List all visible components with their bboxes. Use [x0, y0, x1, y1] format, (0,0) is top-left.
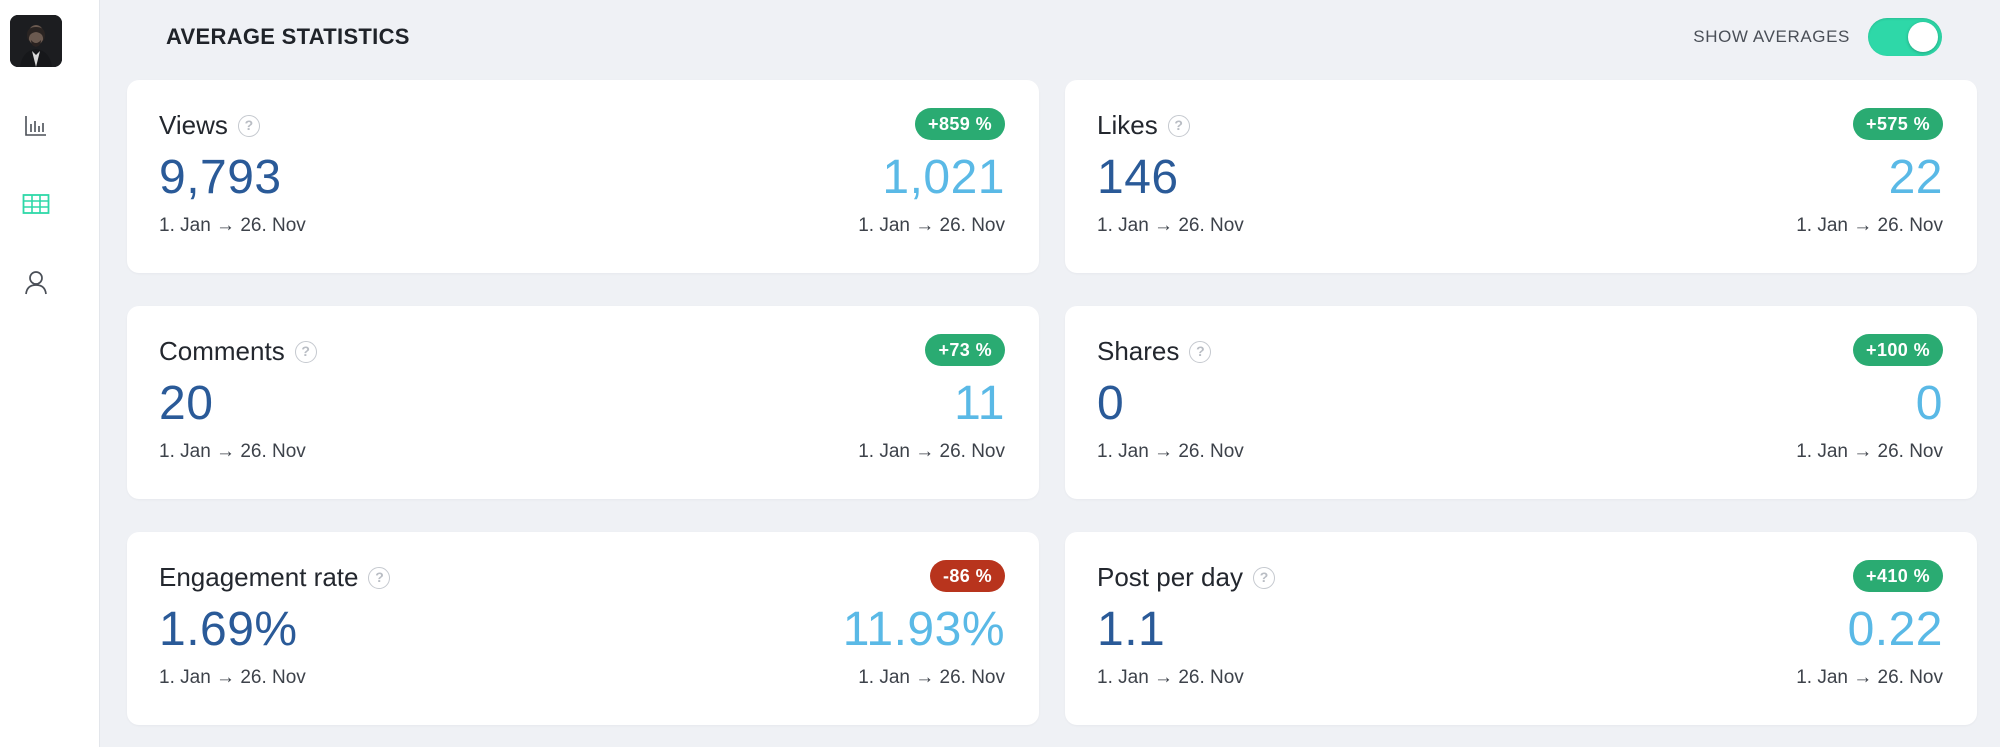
stat-card-likes: Likes ? +575 % 146 22 1. Jan → 26. Nov 1…	[1065, 80, 1977, 273]
date-range: 1. Jan → 26. Nov	[1097, 441, 1244, 462]
date-range: 1. Jan → 26. Nov	[1097, 215, 1244, 236]
change-badge: +100 %	[1853, 334, 1943, 366]
page-title: AVERAGE STATISTICS	[166, 24, 410, 49]
total-value: 9,793	[159, 151, 282, 204]
card-title-text: Engagement rate	[159, 562, 359, 592]
average-value: 22	[1888, 151, 1943, 204]
average-value: 0.22	[1847, 603, 1943, 656]
average-value: 11.93%	[842, 603, 1005, 656]
show-averages-label: SHOW AVERAGES	[1693, 27, 1850, 46]
card-title: Post per day ?	[1097, 562, 1275, 593]
total-value: 0	[1097, 377, 1125, 430]
change-badge: +410 %	[1853, 560, 1943, 592]
card-title-text: Likes	[1097, 110, 1158, 140]
avatar[interactable]	[10, 15, 62, 67]
help-icon[interactable]: ?	[294, 340, 317, 363]
stat-card-engagement-rate: Engagement rate ? -86 % 1.69% 11.93% 1. …	[127, 532, 1039, 725]
card-title-text: Views	[159, 110, 228, 140]
change-badge: +575 %	[1853, 108, 1943, 140]
main-content: AVERAGE STATISTICS SHOW AVERAGES Views ?…	[100, 0, 2000, 747]
stat-card-views: Views ? +859 % 9,793 1,021 1. Jan → 26. …	[127, 80, 1039, 273]
average-date-range: 1. Jan → 26. Nov	[858, 667, 1005, 688]
date-range: 1. Jan → 26. Nov	[159, 667, 306, 688]
stats-grid: Views ? +859 % 9,793 1,021 1. Jan → 26. …	[127, 80, 1977, 725]
average-value: 0	[1915, 377, 1943, 430]
average-date-range: 1. Jan → 26. Nov	[1796, 667, 1943, 688]
date-range: 1. Jan → 26. Nov	[1097, 667, 1244, 688]
card-title-text: Comments	[159, 336, 285, 366]
sidebar-item-profile[interactable]	[20, 266, 52, 298]
card-title-text: Shares	[1097, 336, 1180, 366]
sidebar-item-averages[interactable]	[20, 188, 52, 220]
avatar-image	[10, 15, 62, 67]
sidebar	[0, 0, 100, 747]
bar-chart-icon	[25, 116, 46, 136]
total-value: 146	[1097, 151, 1179, 204]
sidebar-item-stats[interactable]	[20, 110, 52, 142]
help-icon[interactable]: ?	[1189, 340, 1212, 363]
average-value: 11	[954, 377, 1005, 430]
change-badge: +859 %	[915, 108, 1005, 140]
change-badge: -86 %	[929, 560, 1005, 592]
table-icon	[22, 194, 50, 214]
change-badge: +73 %	[925, 334, 1005, 366]
average-date-range: 1. Jan → 26. Nov	[1796, 215, 1943, 236]
card-title: Shares ?	[1097, 336, 1212, 367]
date-range: 1. Jan → 26. Nov	[159, 215, 306, 236]
card-title: Comments ?	[159, 336, 317, 367]
help-icon[interactable]: ?	[1252, 566, 1275, 589]
user-icon	[25, 271, 47, 295]
total-value: 20	[159, 377, 214, 430]
average-value: 1,021	[882, 151, 1005, 204]
show-averages-toggle[interactable]	[1868, 18, 1942, 56]
total-value: 1.69%	[159, 603, 298, 656]
help-icon[interactable]: ?	[1167, 114, 1190, 137]
help-icon[interactable]: ?	[237, 114, 260, 137]
card-title: Engagement rate ?	[159, 562, 391, 593]
average-date-range: 1. Jan → 26. Nov	[858, 215, 1005, 236]
card-title: Likes ?	[1097, 110, 1190, 141]
total-value: 1.1	[1097, 603, 1166, 656]
average-date-range: 1. Jan → 26. Nov	[858, 441, 1005, 462]
stat-card-comments: Comments ? +73 % 20 11 1. Jan → 26. Nov …	[127, 306, 1039, 499]
stat-card-shares: Shares ? +100 % 0 0 1. Jan → 26. Nov 1. …	[1065, 306, 1977, 499]
card-title-text: Post per day	[1097, 562, 1243, 592]
card-title: Views ?	[159, 110, 260, 141]
date-range: 1. Jan → 26. Nov	[159, 441, 306, 462]
toggle-knob[interactable]	[1908, 22, 1938, 52]
average-date-range: 1. Jan → 26. Nov	[1796, 441, 1943, 462]
help-icon[interactable]: ?	[368, 566, 391, 589]
stat-card-post-per-day: Post per day ? +410 % 1.1 0.22 1. Jan → …	[1065, 532, 1977, 725]
